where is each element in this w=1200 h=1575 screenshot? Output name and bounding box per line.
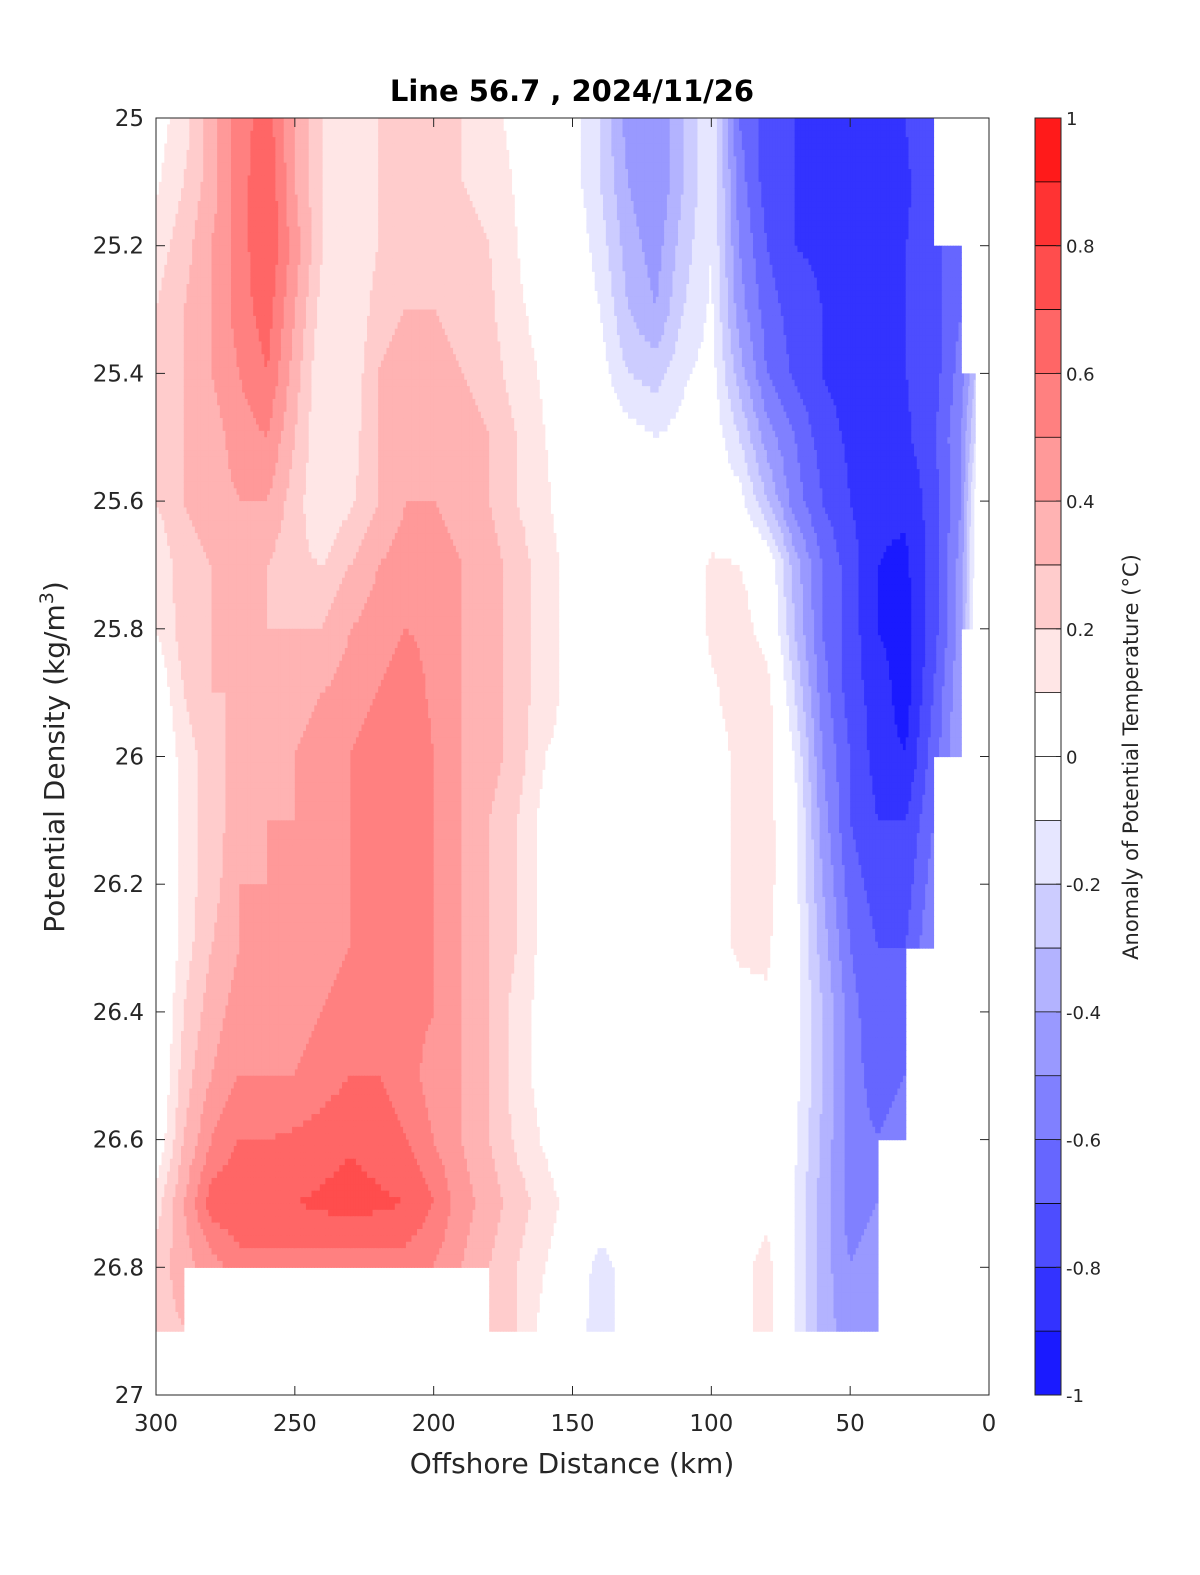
contour-cell	[931, 144, 934, 151]
contour-cell	[503, 131, 506, 138]
plot-area	[156, 118, 989, 1395]
contour-cell	[506, 150, 509, 157]
contour-cell	[503, 137, 506, 144]
contour-cell	[509, 169, 512, 176]
contour-cell	[931, 131, 934, 138]
contour-cell	[500, 118, 503, 125]
contour-cell	[931, 118, 934, 125]
contour-cell	[931, 163, 934, 170]
contour-cell	[931, 137, 934, 144]
contour-chart: 300 250 200 150 100 50 02525.225.425.625.82626…	[0, 0, 1200, 1575]
contour-cell	[931, 156, 934, 163]
contour-cell	[931, 150, 934, 157]
contour-cell	[931, 124, 934, 131]
contour-cell	[509, 175, 512, 182]
contour-cell	[503, 144, 506, 151]
contour-cell	[506, 163, 509, 170]
contour-cell	[500, 124, 503, 131]
contour-cell	[931, 169, 934, 176]
contour-cell	[931, 175, 934, 182]
contour-cell	[506, 156, 509, 163]
